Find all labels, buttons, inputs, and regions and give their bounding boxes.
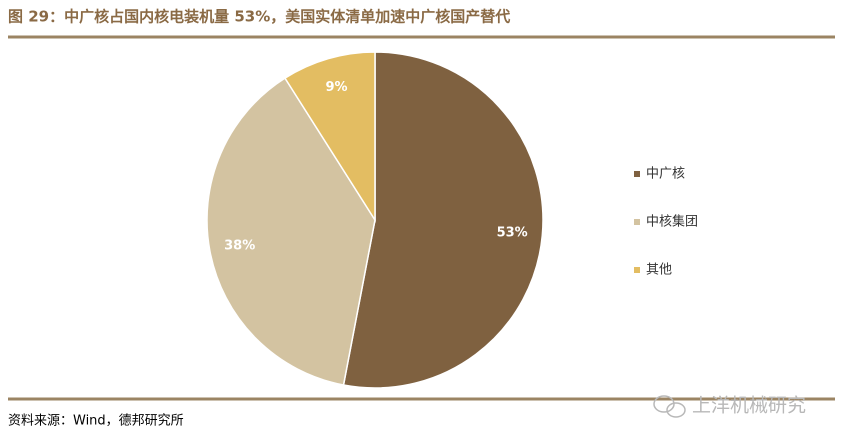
source-note: 资料来源：Wind，德邦研究所 — [8, 414, 184, 429]
legend-label: 其他 — [646, 263, 672, 278]
legend-label: 中核集团 — [646, 214, 698, 230]
value-label: 53% — [497, 225, 528, 240]
legend-swatch — [634, 171, 640, 177]
pie-slice — [283, 51, 376, 223]
watermark-icon — [653, 395, 686, 418]
chart-title: 图 29：中广核占国内核电装机量 53%，美国实体清单加速中广核国产替代 — [8, 8, 510, 26]
legend-swatch — [634, 267, 640, 273]
legend-label: 中广核 — [646, 167, 685, 182]
value-label: 9% — [326, 80, 348, 95]
watermark: 上洋机械研究 — [692, 395, 806, 417]
legend-swatch — [634, 219, 640, 225]
pie-slice — [342, 51, 544, 389]
value-label: 38% — [224, 238, 255, 253]
